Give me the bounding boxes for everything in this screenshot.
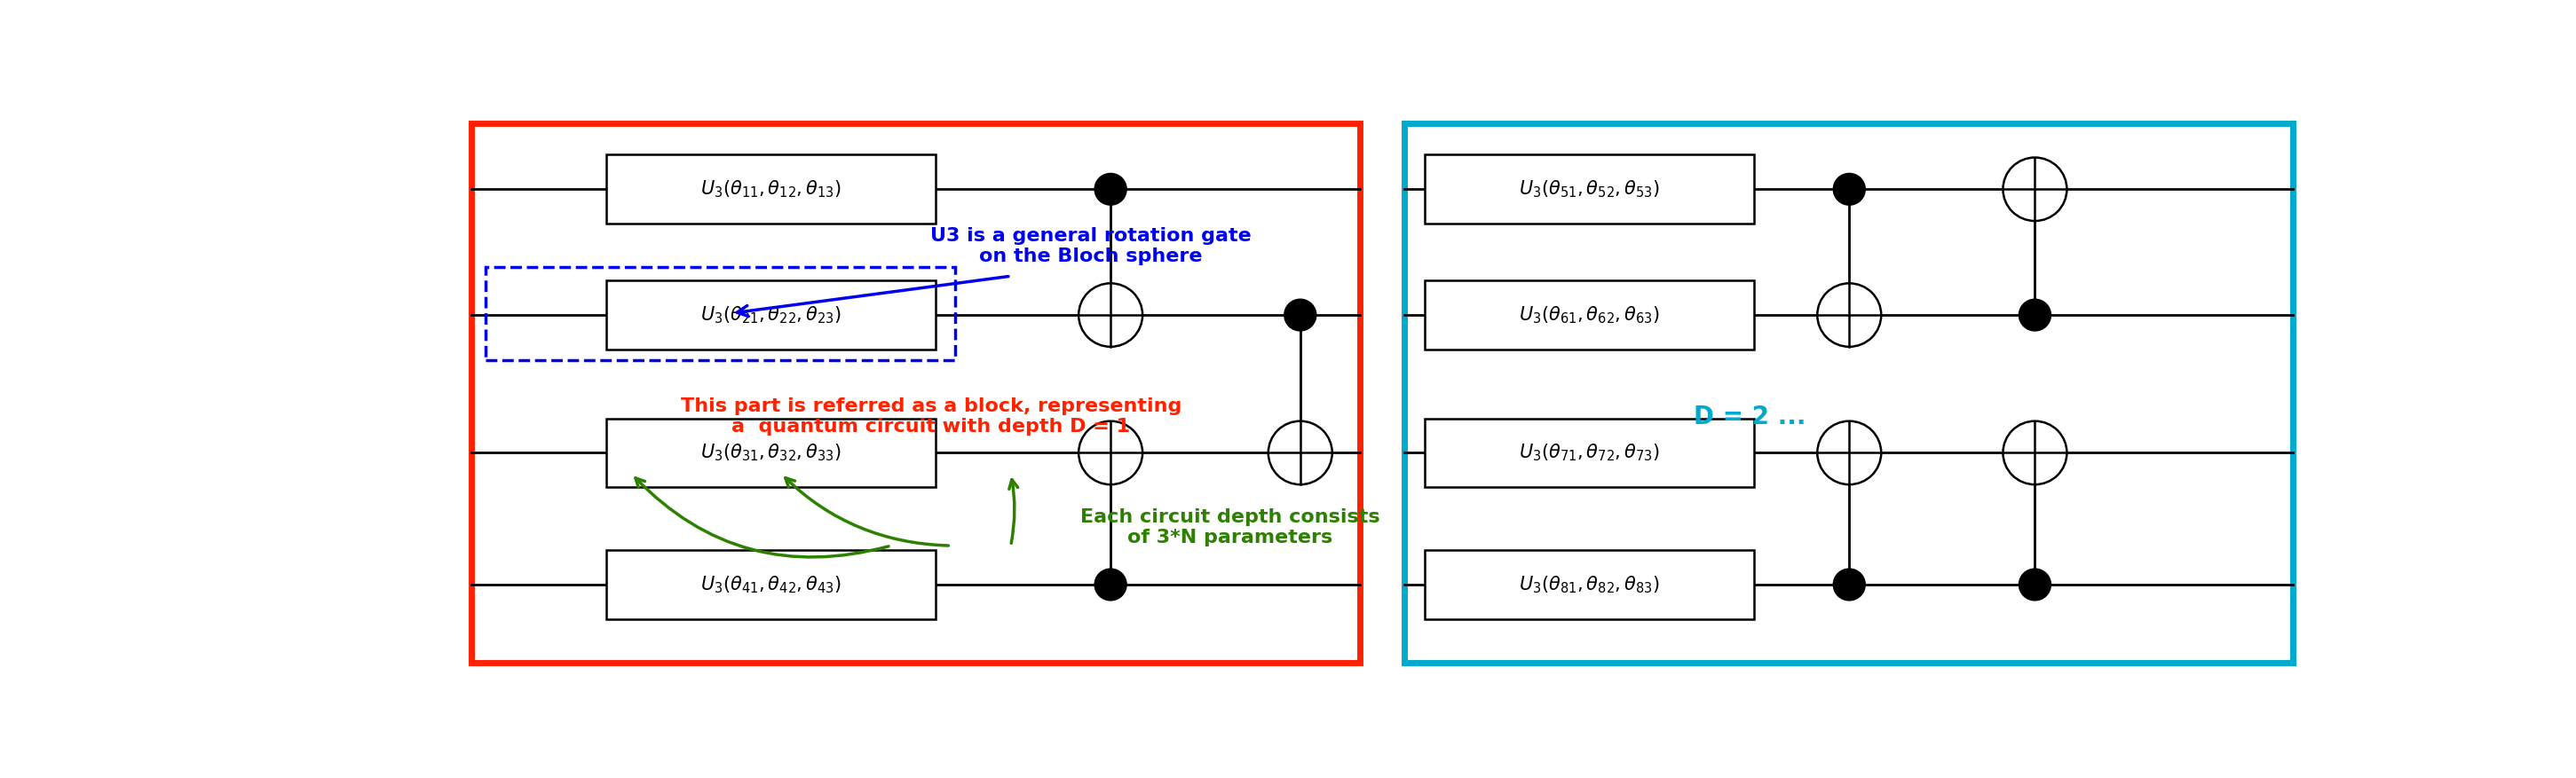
Bar <box>471 123 1360 663</box>
Ellipse shape <box>2004 421 2066 485</box>
Text: $U_3(\theta_{31},\theta_{32},\theta_{33})$: $U_3(\theta_{31},\theta_{32},\theta_{33}… <box>701 443 842 463</box>
Ellipse shape <box>2004 157 2066 221</box>
Ellipse shape <box>1285 300 1316 331</box>
Text: $U_3(\theta_{11},\theta_{12},\theta_{13})$: $U_3(\theta_{11},\theta_{12},\theta_{13}… <box>701 179 842 200</box>
Bar <box>605 419 935 487</box>
Text: D = 2 ...: D = 2 ... <box>1692 405 1806 429</box>
Ellipse shape <box>1267 421 1332 485</box>
Text: $U_3(\theta_{21},\theta_{22},\theta_{23})$: $U_3(\theta_{21},\theta_{22},\theta_{23}… <box>701 304 842 325</box>
Bar <box>1425 419 1754 487</box>
Ellipse shape <box>1816 283 1880 347</box>
Ellipse shape <box>1079 283 1144 347</box>
Bar <box>605 281 935 349</box>
Ellipse shape <box>1816 421 1880 485</box>
Text: $U_3(\theta_{61},\theta_{62},\theta_{63})$: $U_3(\theta_{61},\theta_{62},\theta_{63}… <box>1520 304 1662 325</box>
Text: $U_3(\theta_{71},\theta_{72},\theta_{73})$: $U_3(\theta_{71},\theta_{72},\theta_{73}… <box>1520 443 1662 463</box>
Text: $U_3(\theta_{41},\theta_{42},\theta_{43})$: $U_3(\theta_{41},\theta_{42},\theta_{43}… <box>701 574 842 595</box>
Text: $U_3(\theta_{81},\theta_{82},\theta_{83})$: $U_3(\theta_{81},\theta_{82},\theta_{83}… <box>1520 574 1662 595</box>
Ellipse shape <box>1079 421 1144 485</box>
Ellipse shape <box>2020 300 2050 331</box>
Ellipse shape <box>1834 173 1865 205</box>
Bar <box>487 267 956 360</box>
Bar <box>1425 281 1754 349</box>
Ellipse shape <box>1095 569 1126 601</box>
Text: This part is referred as a block, representing
a  quantum circuit with depth D =: This part is referred as a block, repres… <box>680 398 1182 436</box>
Ellipse shape <box>1095 173 1126 205</box>
Bar <box>605 550 935 619</box>
Ellipse shape <box>2020 569 2050 601</box>
Bar <box>605 155 935 223</box>
Text: U3 is a general rotation gate
on the Bloch sphere: U3 is a general rotation gate on the Blo… <box>930 227 1252 265</box>
Text: Each circuit depth consists
of 3*N parameters: Each circuit depth consists of 3*N param… <box>1079 509 1381 547</box>
Bar <box>1404 123 2293 663</box>
Ellipse shape <box>1834 569 1865 601</box>
Bar <box>1425 155 1754 223</box>
Text: $U_3(\theta_{51},\theta_{52},\theta_{53})$: $U_3(\theta_{51},\theta_{52},\theta_{53}… <box>1520 179 1662 200</box>
Bar <box>1425 550 1754 619</box>
